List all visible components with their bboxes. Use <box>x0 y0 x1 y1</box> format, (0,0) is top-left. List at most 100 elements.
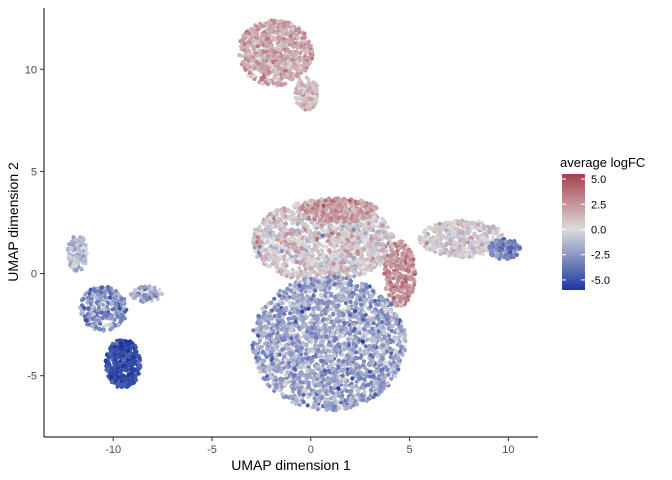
data-point <box>259 62 264 67</box>
data-point <box>126 382 131 387</box>
data-point <box>308 249 313 255</box>
data-point <box>138 298 144 304</box>
data-point <box>354 264 360 269</box>
data-point <box>312 94 318 99</box>
data-point <box>368 203 373 208</box>
data-point <box>256 313 261 318</box>
data-point <box>78 235 83 240</box>
data-point <box>135 293 140 298</box>
data-point <box>319 261 324 266</box>
data-point <box>350 335 355 340</box>
data-point <box>76 259 81 264</box>
data-point <box>300 83 305 88</box>
data-point <box>400 255 405 260</box>
data-point <box>109 368 114 373</box>
data-point <box>335 205 340 210</box>
data-point <box>114 302 119 307</box>
data-point <box>79 308 84 313</box>
data-point <box>370 236 375 242</box>
data-point <box>107 295 112 300</box>
data-point <box>149 286 154 291</box>
data-point <box>113 357 118 362</box>
data-point <box>251 73 256 79</box>
data-point <box>371 321 376 326</box>
data-point <box>362 271 367 276</box>
data-point <box>299 43 304 49</box>
data-point <box>97 296 103 302</box>
data-point <box>253 51 258 56</box>
data-point <box>313 102 318 107</box>
data-point <box>106 287 111 293</box>
data-point <box>104 367 109 372</box>
data-point <box>388 280 393 285</box>
data-point <box>281 256 286 262</box>
data-point <box>95 308 100 313</box>
data-point <box>136 371 141 376</box>
data-point <box>90 294 95 299</box>
data-point <box>365 237 370 242</box>
data-point <box>360 398 366 403</box>
data-point <box>397 257 402 262</box>
data-point <box>409 274 414 279</box>
data-point <box>310 257 315 263</box>
data-point <box>259 240 264 245</box>
data-point <box>341 347 346 352</box>
data-point <box>287 216 292 221</box>
data-point <box>242 48 247 53</box>
data-point <box>375 302 381 307</box>
data-point <box>342 383 348 388</box>
data-point <box>66 254 71 259</box>
data-point <box>289 329 294 334</box>
data-point <box>266 53 271 59</box>
data-point <box>406 259 411 264</box>
data-point <box>255 47 260 52</box>
data-point <box>398 333 403 338</box>
data-point <box>294 52 299 57</box>
data-point <box>290 212 295 217</box>
data-point <box>81 245 86 250</box>
data-point <box>268 211 273 216</box>
data-point <box>297 265 302 270</box>
data-point <box>376 317 381 322</box>
data-point <box>115 362 121 367</box>
data-point <box>294 238 300 244</box>
data-point <box>289 357 294 362</box>
data-point <box>315 272 320 277</box>
data-point <box>363 231 368 236</box>
data-point <box>300 229 305 234</box>
data-point <box>313 88 319 93</box>
data-point <box>115 381 120 387</box>
data-point <box>138 363 143 368</box>
data-point <box>338 200 343 205</box>
data-point <box>120 350 125 356</box>
data-point <box>127 376 132 381</box>
data-point <box>136 360 141 365</box>
data-point <box>96 326 101 331</box>
data-point <box>349 216 354 221</box>
data-point <box>320 404 326 409</box>
data-point <box>242 60 247 65</box>
data-point <box>364 201 369 206</box>
data-point <box>120 315 125 320</box>
data-point <box>279 59 284 64</box>
data-point <box>365 211 370 216</box>
data-point <box>241 34 246 39</box>
data-point <box>341 268 346 274</box>
data-point <box>332 274 337 279</box>
data-point <box>272 253 278 258</box>
data-point <box>77 247 82 252</box>
data-point <box>324 270 329 275</box>
data-point <box>295 59 300 64</box>
data-point <box>379 258 384 264</box>
data-point <box>152 288 158 294</box>
data-point <box>252 234 257 239</box>
data-point <box>316 231 321 236</box>
data-point <box>269 357 274 363</box>
data-point <box>263 233 268 238</box>
data-point <box>139 289 144 295</box>
data-point <box>311 293 316 298</box>
data-point <box>303 351 308 356</box>
data-point <box>309 220 314 225</box>
data-point <box>272 210 277 216</box>
data-point <box>393 287 398 292</box>
